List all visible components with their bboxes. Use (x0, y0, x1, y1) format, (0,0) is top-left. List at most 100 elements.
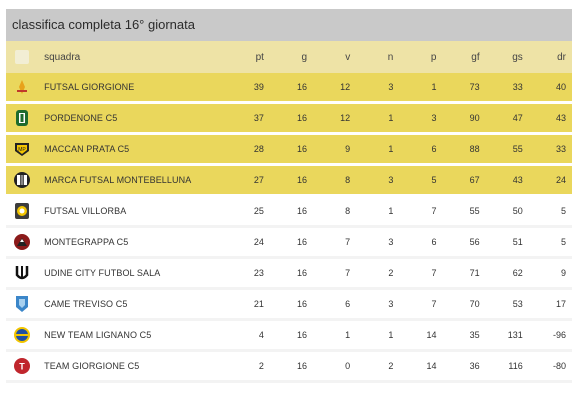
cell-gs: 43 (485, 164, 529, 197)
cell-v: 7 (313, 257, 357, 290)
pordenone-crest-icon (13, 109, 31, 127)
cell-n: 1 (356, 319, 400, 352)
table-row[interactable]: T TEAM GIORGIONE C5 2 16 0 2 14 36 116 -80 (6, 350, 572, 383)
cell-pt: 23 (226, 257, 270, 290)
team-logo-cell: T (6, 350, 39, 383)
cell-pt: 25 (226, 195, 270, 228)
table-row[interactable]: UDINE CITY FUTBOL SALA 23 16 7 2 7 71 62 9 (6, 257, 572, 290)
table-row[interactable]: MONTEGRAPPA C5 24 16 7 3 6 56 51 5 (6, 226, 572, 259)
cell-gs: 62 (485, 257, 529, 290)
cell-gs: 131 (485, 319, 529, 352)
cell-dr: 43 (528, 102, 572, 135)
cell-v: 6 (313, 288, 357, 321)
table-row[interactable]: MP MACCAN PRATA C5 28 16 9 1 6 88 55 33 (6, 133, 572, 166)
new-team-lignano-crest-icon (13, 326, 31, 344)
header-g: g (269, 41, 314, 73)
cell-n: 2 (356, 257, 400, 290)
table-row[interactable]: PORDENONE C5 37 16 12 1 3 90 47 43 (6, 102, 572, 135)
cell-v: 8 (313, 195, 357, 228)
cell-v: 9 (313, 133, 357, 166)
cell-gf: 88 (442, 133, 486, 166)
udine-city-crest-icon (13, 264, 31, 282)
cell-gs: 55 (485, 133, 529, 166)
team-logo-cell: MP (6, 133, 39, 166)
cell-g: 16 (269, 133, 314, 166)
team-name[interactable]: FUTSAL GIORGIONE (38, 73, 227, 104)
cell-pt: 28 (226, 133, 270, 166)
cell-g: 16 (269, 319, 314, 352)
header-team: squadra (38, 41, 227, 73)
cell-p: 14 (399, 350, 443, 383)
cell-g: 16 (269, 288, 314, 321)
cell-gs: 53 (485, 288, 529, 321)
team-name[interactable]: FUTSAL VILLORBA (38, 195, 227, 228)
team-name[interactable]: MACCAN PRATA C5 (38, 133, 227, 166)
cell-gf: 71 (442, 257, 486, 290)
team-logo-cell (6, 257, 39, 290)
cell-n: 1 (356, 133, 400, 166)
cell-p: 14 (399, 319, 443, 352)
team-name[interactable]: MARCA FUTSAL MONTEBELLUNA (38, 164, 227, 197)
cell-dr: 5 (528, 226, 572, 259)
table-row[interactable]: MARCA FUTSAL MONTEBELLUNA 27 16 8 3 5 67 43 24 (6, 164, 572, 197)
table-row[interactable]: FUTSAL VILLORBA 25 16 8 1 7 55 50 5 (6, 195, 572, 228)
cell-dr: 24 (528, 164, 572, 197)
cell-gs: 51 (485, 226, 529, 259)
svg-text:T: T (19, 362, 25, 372)
cell-dr: 9 (528, 257, 572, 290)
team-name[interactable]: MONTEGRAPPA C5 (38, 226, 227, 259)
cell-v: 0 (313, 350, 357, 383)
header-pt: pt (226, 41, 270, 73)
cell-pt: 21 (226, 288, 270, 321)
placeholder-icon (15, 50, 30, 64)
cell-pt: 39 (226, 73, 270, 104)
cell-g: 16 (269, 226, 314, 259)
cell-pt: 2 (226, 350, 270, 383)
came-treviso-crest-icon (13, 295, 31, 313)
header-p: p (399, 41, 443, 73)
cell-g: 16 (269, 73, 314, 104)
team-name[interactable]: UDINE CITY FUTBOL SALA (38, 257, 227, 290)
team-logo-cell (6, 73, 39, 104)
cell-v: 7 (313, 226, 357, 259)
team-logo-cell (6, 164, 39, 197)
team-name[interactable]: CAME TREVISO C5 (38, 288, 227, 321)
cell-dr: 17 (528, 288, 572, 321)
team-giorgione-crest-icon: T (13, 357, 31, 375)
futsal-villorba-crest-icon (13, 202, 31, 220)
cell-n: 3 (356, 226, 400, 259)
cell-p: 3 (399, 102, 443, 135)
cell-v: 8 (313, 164, 357, 197)
cell-v: 12 (313, 73, 357, 104)
cell-gs: 47 (485, 102, 529, 135)
cell-gs: 116 (485, 350, 529, 383)
team-logo-cell (6, 319, 39, 352)
team-name[interactable]: PORDENONE C5 (38, 102, 227, 135)
table-header-row: squadra pt g v n p gf gs dr (6, 41, 572, 73)
cell-pt: 27 (226, 164, 270, 197)
marca-futsal-crest-icon (13, 171, 31, 189)
cell-g: 16 (269, 350, 314, 383)
table-row[interactable]: NEW TEAM LIGNANO C5 4 16 1 1 14 35 131 -96 (6, 319, 572, 352)
cell-p: 6 (399, 226, 443, 259)
cell-p: 1 (399, 73, 443, 104)
header-v: v (313, 41, 357, 73)
cell-g: 16 (269, 257, 314, 290)
team-name[interactable]: TEAM GIORGIONE C5 (38, 350, 227, 383)
cell-dr: 33 (528, 133, 572, 166)
table-row[interactable]: CAME TREVISO C5 21 16 6 3 7 70 53 17 (6, 288, 572, 321)
cell-pt: 37 (226, 102, 270, 135)
futsal-giorgione-crest-icon (13, 78, 31, 96)
header-logo-cell (6, 41, 39, 73)
cell-g: 16 (269, 102, 314, 135)
cell-p: 7 (399, 288, 443, 321)
cell-dr: 40 (528, 73, 572, 104)
maccan-prata-crest-icon: MP (13, 140, 31, 158)
team-name[interactable]: NEW TEAM LIGNANO C5 (38, 319, 227, 352)
cell-gf: 90 (442, 102, 486, 135)
cell-p: 6 (399, 133, 443, 166)
cell-n: 1 (356, 102, 400, 135)
team-logo-cell (6, 195, 39, 228)
table-row[interactable]: FUTSAL GIORGIONE 39 16 12 3 1 73 33 40 (6, 73, 572, 104)
cell-gf: 70 (442, 288, 486, 321)
